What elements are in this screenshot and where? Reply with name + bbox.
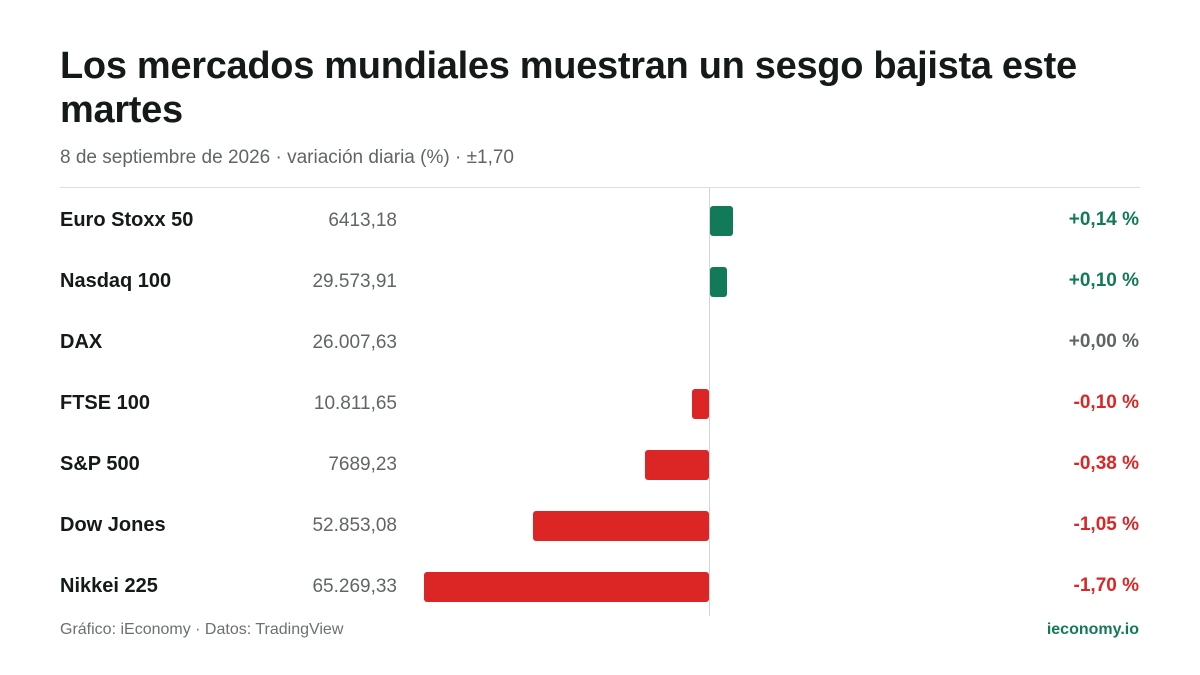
chart-row: S&P 500 7689,23 -0,38 % (0, 445, 1200, 485)
zero-axis-line (709, 188, 710, 616)
index-name: S&P 500 (60, 453, 140, 475)
header-divider (60, 187, 1140, 188)
index-name: FTSE 100 (60, 392, 151, 414)
change-bar (710, 206, 734, 236)
chart-title: Los mercados mundiales muestran un sesgo… (60, 45, 1077, 131)
change-label: +0,10 % (1068, 270, 1139, 291)
change-label: -1,05 % (1073, 514, 1139, 535)
change-bar (692, 389, 709, 419)
change-bar (710, 267, 727, 297)
index-price: 29.573,91 (312, 271, 397, 292)
change-label: +0,14 % (1068, 209, 1139, 230)
index-price: 7689,23 (328, 454, 397, 475)
index-price: 10.811,65 (313, 393, 397, 414)
index-price: 65.269,33 (312, 576, 397, 597)
change-bar (424, 572, 709, 602)
index-name: Nikkei 225 (60, 575, 158, 597)
change-label: -0,38 % (1073, 453, 1139, 474)
chart-row: Euro Stoxx 50 6413,18 +0,14 % (0, 201, 1200, 241)
chart-row: Dow Jones 52.853,08 -1,05 % (0, 506, 1200, 546)
index-name: Dow Jones (60, 514, 166, 536)
change-label: +0,00 % (1068, 331, 1139, 352)
source-credit: Gráfico: iEconomy · Datos: TradingView (60, 621, 344, 638)
change-bar (532, 511, 709, 541)
chart-row: DAX 26.007,63 +0,00 % (0, 323, 1200, 363)
chart-row: Nasdaq 100 29.573,91 +0,10 % (0, 262, 1200, 302)
index-name: Nasdaq 100 (60, 270, 172, 292)
change-bar (645, 450, 709, 480)
change-label: -0,10 % (1073, 392, 1139, 413)
change-label: -1,70 % (1073, 575, 1139, 596)
chart-row: Nikkei 225 65.269,33 -1,70 % (0, 567, 1200, 607)
index-price: 52.853,08 (312, 515, 397, 536)
brand-link[interactable]: ieconomy.io (1046, 621, 1139, 638)
index-name: Euro Stoxx 50 (60, 209, 194, 231)
index-price: 6413,18 (328, 210, 397, 231)
index-price: 26.007,63 (312, 332, 397, 353)
chart-subtitle: 8 de septiembre de 2026 · variación diar… (60, 147, 514, 168)
index-name: DAX (60, 331, 103, 353)
chart-row: FTSE 100 10.811,65 -0,10 % (0, 384, 1200, 424)
